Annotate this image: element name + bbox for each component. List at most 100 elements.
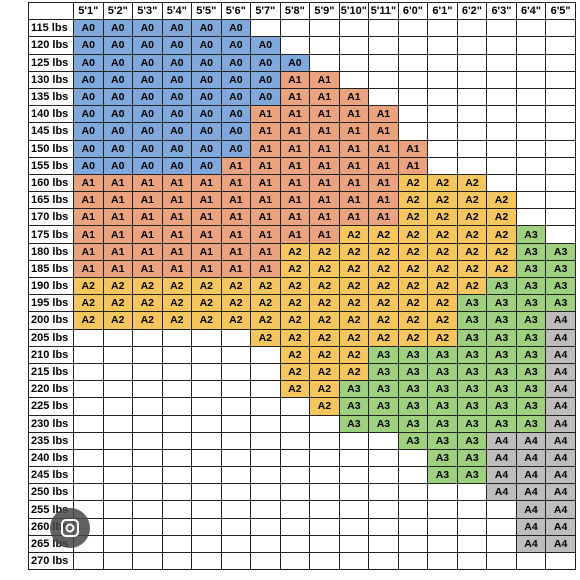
empty-cell bbox=[73, 466, 104, 485]
empty-cell bbox=[132, 500, 163, 519]
size-cell: A0 bbox=[102, 105, 134, 124]
empty-cell bbox=[486, 53, 517, 72]
size-cell: A1 bbox=[309, 191, 340, 210]
empty-cell bbox=[427, 105, 458, 124]
size-cell: A1 bbox=[309, 87, 340, 107]
empty-cell bbox=[220, 414, 252, 433]
weight-row: 180 lbs A1 A1 A1 A1 A1 A1 A1 A2 A2 A2 A2 A2 A2 A2 A2 A3 A… bbox=[28, 242, 576, 261]
empty-cell bbox=[397, 534, 429, 554]
empty-cell bbox=[279, 431, 311, 450]
weight-row: 230 lbs A3 A3 A3 A3 A3 A3 A3 A4 bbox=[28, 414, 576, 433]
empty-cell bbox=[191, 431, 222, 450]
empty-cell bbox=[132, 517, 163, 536]
empty-cell bbox=[545, 156, 576, 175]
empty-cell bbox=[191, 483, 222, 502]
size-cell: A0 bbox=[191, 87, 222, 107]
size-cell: A4 bbox=[515, 517, 547, 536]
size-cell: A2 bbox=[102, 311, 134, 330]
size-cell: A1 bbox=[279, 225, 311, 244]
weight-row: 115 lbs A0 A0 A0 A0 A0 A0 bbox=[28, 19, 576, 38]
weight-label: 195 lbs bbox=[28, 294, 74, 313]
empty-cell bbox=[73, 414, 104, 433]
empty-cell bbox=[102, 431, 134, 450]
empty-cell bbox=[397, 19, 429, 38]
size-cell: A2 bbox=[309, 259, 340, 279]
size-cell: A0 bbox=[191, 36, 222, 55]
empty-cell bbox=[161, 448, 193, 468]
lens-icon[interactable] bbox=[50, 508, 90, 548]
height-header: 5'10" bbox=[338, 1, 370, 21]
size-cell: A1 bbox=[338, 139, 370, 158]
size-cell: A0 bbox=[220, 70, 252, 89]
empty-cell bbox=[73, 328, 104, 347]
empty-cell bbox=[456, 36, 488, 55]
size-cell: A3 bbox=[515, 276, 547, 296]
empty-cell bbox=[545, 36, 576, 55]
size-cell: A1 bbox=[279, 173, 311, 193]
size-cell: A0 bbox=[161, 156, 193, 175]
empty-cell bbox=[279, 517, 311, 536]
size-cell: A2 bbox=[456, 225, 488, 244]
empty-cell bbox=[427, 122, 458, 141]
size-cell: A4 bbox=[515, 448, 547, 468]
empty-cell bbox=[73, 483, 104, 502]
height-header: 5'2" bbox=[102, 1, 134, 21]
size-cell: A2 bbox=[279, 380, 311, 399]
empty-cell bbox=[220, 448, 252, 468]
size-cell: A1 bbox=[338, 122, 370, 141]
size-cell: A1 bbox=[309, 208, 340, 227]
empty-cell bbox=[309, 431, 340, 450]
size-cell: A1 bbox=[161, 191, 193, 210]
size-cell: A3 bbox=[338, 414, 370, 433]
size-cell: A2 bbox=[397, 259, 429, 279]
size-cell: A2 bbox=[279, 362, 311, 382]
size-cell: A3 bbox=[338, 380, 370, 399]
size-cell: A3 bbox=[368, 362, 399, 382]
size-cell: A2 bbox=[456, 191, 488, 210]
empty-cell bbox=[338, 551, 370, 571]
empty-cell bbox=[132, 397, 163, 416]
size-cell: A1 bbox=[309, 105, 340, 124]
empty-cell bbox=[338, 36, 370, 55]
size-cell: A1 bbox=[309, 225, 340, 244]
empty-cell bbox=[515, 208, 547, 227]
empty-cell bbox=[279, 36, 311, 55]
size-cell: A2 bbox=[427, 259, 458, 279]
size-cell: A1 bbox=[102, 242, 134, 261]
size-cell: A2 bbox=[309, 328, 340, 347]
size-cell: A1 bbox=[338, 208, 370, 227]
size-cell: A3 bbox=[427, 431, 458, 450]
empty-cell bbox=[250, 431, 281, 450]
size-cell: A2 bbox=[250, 311, 281, 330]
size-cell: A3 bbox=[368, 414, 399, 433]
empty-cell bbox=[161, 431, 193, 450]
size-cell: A0 bbox=[102, 87, 134, 107]
size-cell: A3 bbox=[515, 328, 547, 347]
empty-cell bbox=[132, 483, 163, 502]
size-cell: A0 bbox=[161, 19, 193, 38]
size-cell: A2 bbox=[102, 294, 134, 313]
size-cell: A4 bbox=[515, 431, 547, 450]
empty-cell bbox=[161, 380, 193, 399]
weight-label: 140 lbs bbox=[28, 105, 74, 124]
empty-cell bbox=[161, 362, 193, 382]
size-cell: A3 bbox=[456, 362, 488, 382]
empty-cell bbox=[220, 431, 252, 450]
empty-cell bbox=[309, 36, 340, 55]
empty-cell bbox=[545, 208, 576, 227]
empty-cell bbox=[338, 431, 370, 450]
empty-cell bbox=[456, 53, 488, 72]
weight-row: 160 lbs A1 A1 A1 A1 A1 A1 A1 A1 A1 A1 A1 A2 A2 A2 bbox=[28, 173, 576, 193]
empty-cell bbox=[545, 551, 576, 571]
size-cell: A1 bbox=[368, 139, 399, 158]
empty-cell bbox=[397, 105, 429, 124]
empty-cell bbox=[368, 534, 399, 554]
size-cell: A2 bbox=[486, 242, 517, 261]
height-header: 6'4" bbox=[515, 1, 547, 21]
size-cell: A1 bbox=[132, 208, 163, 227]
size-cell: A3 bbox=[545, 259, 576, 279]
size-cell: A1 bbox=[191, 259, 222, 279]
empty-cell bbox=[132, 380, 163, 399]
size-cell: A1 bbox=[338, 156, 370, 175]
height-header: 5'9" bbox=[309, 1, 340, 21]
